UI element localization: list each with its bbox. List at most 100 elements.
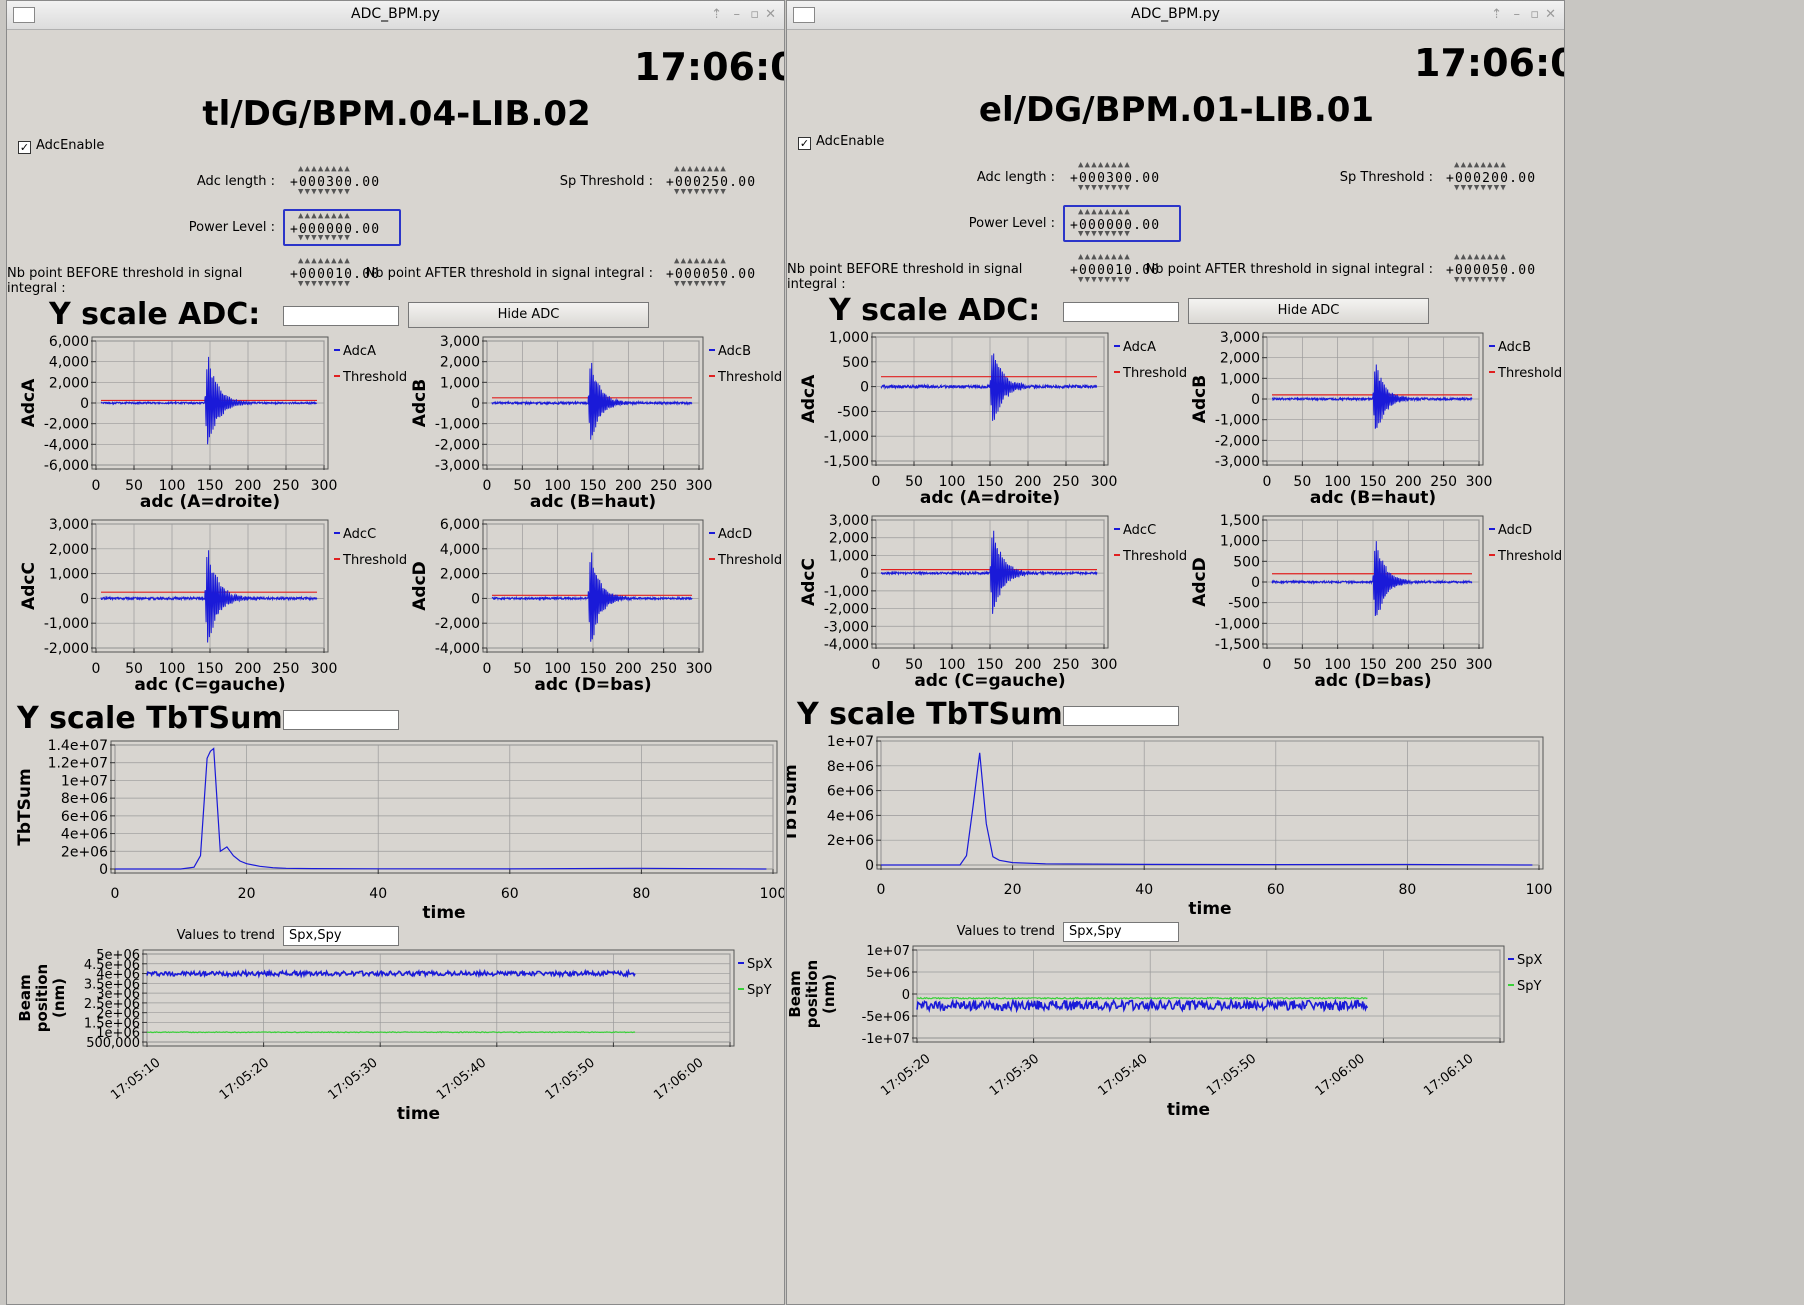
minimize-icon[interactable]: – bbox=[1513, 7, 1521, 22]
x-axis-label: adc (A=droite) bbox=[140, 492, 280, 512]
shade-icon[interactable]: ⇡ bbox=[1491, 7, 1502, 22]
x-tick-label: 200 bbox=[1015, 657, 1042, 673]
y-tick-label: 0 bbox=[865, 858, 874, 874]
x-tick-label: 200 bbox=[235, 661, 262, 677]
adc-length-spinbox[interactable]: ▲▲▲▲▲▲▲▲ +000300.00 ▼▼▼▼▼▼▼▼ bbox=[290, 164, 381, 197]
close-icon[interactable]: ✕ bbox=[765, 7, 776, 22]
power-level-spinbox[interactable]: ▲▲▲▲▲▲▲▲ +000000.00 ▼▼▼▼▼▼▼▼ bbox=[283, 209, 401, 246]
x-tick-label: 40 bbox=[1135, 882, 1153, 898]
maximize-icon[interactable]: ▫ bbox=[750, 7, 759, 22]
adc-enable-checkbox[interactable]: ✓ AdcEnable bbox=[798, 134, 885, 150]
legend-label: SpY bbox=[1517, 979, 1542, 994]
signal-series bbox=[491, 362, 693, 440]
y-scale-adc-label: Y scale ADC: bbox=[829, 293, 1041, 328]
y-scale-adc-input[interactable] bbox=[283, 306, 399, 326]
power-level-spinbox[interactable]: ▲▲▲▲▲▲▲▲ +000000.00 ▼▼▼▼▼▼▼▼ bbox=[1063, 205, 1181, 242]
x-tick-label: 0 bbox=[872, 657, 881, 673]
x-tick-label: 150 bbox=[197, 478, 224, 494]
window-menu-icon[interactable] bbox=[793, 7, 815, 23]
adc-length-spinbox[interactable]: ▲▲▲▲▲▲▲▲ +000300.00 ▼▼▼▼▼▼▼▼ bbox=[1070, 160, 1161, 193]
plot-frame bbox=[110, 740, 778, 874]
y-tick-label: -3,000 bbox=[1215, 454, 1260, 470]
x-tick-label: 17:05:50 bbox=[543, 1055, 598, 1103]
sp-threshold-spinbox[interactable]: ▲▲▲▲▲▲▲▲ +000250.00 ▼▼▼▼▼▼▼▼ bbox=[666, 164, 757, 197]
y-tick-label: -3,000 bbox=[435, 458, 480, 474]
y-tick-label: -5e+06 bbox=[862, 1010, 910, 1025]
signal-series bbox=[491, 552, 693, 642]
values-to-trend-input[interactable]: Spx,Spy bbox=[283, 926, 399, 946]
x-tick-label: 50 bbox=[513, 478, 531, 494]
title-bar[interactable]: ADC_BPM.py ⇡ – ▫ ✕ bbox=[787, 1, 1564, 30]
y-tick-label: 4e+06 bbox=[61, 827, 108, 843]
y-scale-tbtsum-input[interactable] bbox=[1063, 706, 1179, 726]
adc-length-label: Adc length : bbox=[196, 174, 275, 189]
y-axis-label: position bbox=[803, 960, 821, 1028]
sp-threshold-spinbox[interactable]: ▲▲▲▲▲▲▲▲ +000200.00 ▼▼▼▼▼▼▼▼ bbox=[1446, 160, 1537, 193]
hide-adc-button[interactable]: Hide ADC bbox=[1188, 298, 1429, 324]
x-tick-label: 150 bbox=[197, 661, 224, 677]
y-tick-label: 0 bbox=[99, 862, 108, 878]
y-tick-label: -1e+07 bbox=[862, 1032, 910, 1047]
y-tick-label: 3.5e+06 bbox=[84, 977, 140, 992]
y-axis-label: (nm) bbox=[50, 978, 68, 1018]
plot-frame bbox=[142, 949, 735, 1047]
y-tick-label: -500 bbox=[837, 404, 869, 420]
y-tick-label: 6e+06 bbox=[827, 784, 874, 800]
nb-before-spinbox[interactable]: ▲▲▲▲▲▲▲▲ +000010.00 ▼▼▼▼▼▼▼▼ bbox=[290, 256, 381, 289]
y-tick-label: -1,000 bbox=[435, 417, 480, 433]
x-tick-label: 17:05:50 bbox=[1204, 1051, 1259, 1099]
y-scale-tbtsum-input[interactable] bbox=[283, 710, 399, 730]
y-tick-label: -1,000 bbox=[1215, 413, 1260, 429]
y-tick-label: 3,000 bbox=[440, 334, 480, 350]
x-tick-label: 17:05:30 bbox=[987, 1051, 1042, 1099]
legend-label: AdcD bbox=[1498, 523, 1532, 538]
x-tick-label: 80 bbox=[632, 886, 650, 902]
legend-label: AdcC bbox=[1123, 523, 1156, 538]
y-tick-label: 4.5e+06 bbox=[84, 958, 140, 973]
x-tick-label: 100 bbox=[1324, 474, 1351, 490]
x-tick-label: 100 bbox=[544, 478, 571, 494]
legend-label: Threshold bbox=[717, 370, 782, 385]
hide-adc-button[interactable]: Hide ADC bbox=[408, 302, 649, 328]
adc-enable-checkbox[interactable]: ✓ AdcEnable bbox=[18, 138, 105, 154]
nb-before-spinbox[interactable]: ▲▲▲▲▲▲▲▲ +000010.00 ▼▼▼▼▼▼▼▼ bbox=[1070, 252, 1161, 285]
x-tick-label: 50 bbox=[125, 661, 143, 677]
x-tick-label: 200 bbox=[615, 478, 642, 494]
x-tick-label: 200 bbox=[615, 661, 642, 677]
x-axis-label: time bbox=[422, 903, 465, 923]
y-tick-label: -4,000 bbox=[824, 637, 869, 653]
trend-series-spy bbox=[916, 996, 1368, 1000]
y-tick-label: 5e+06 bbox=[866, 966, 910, 981]
window-menu-icon[interactable] bbox=[13, 7, 35, 23]
maximize-icon[interactable]: ▫ bbox=[1530, 7, 1539, 22]
y-scale-adc-input[interactable] bbox=[1063, 302, 1179, 322]
x-tick-label: 50 bbox=[905, 474, 923, 490]
x-tick-label: 300 bbox=[686, 478, 713, 494]
values-to-trend-input[interactable]: Spx,Spy bbox=[1063, 922, 1179, 942]
x-tick-label: 100 bbox=[939, 474, 966, 490]
title-bar[interactable]: ADC_BPM.py ⇡ – ▫ ✕ bbox=[7, 1, 784, 30]
x-axis-label: adc (C=gauche) bbox=[134, 675, 285, 695]
x-tick-label: 300 bbox=[311, 661, 338, 677]
x-tick-label: 100 bbox=[939, 657, 966, 673]
nb-after-spinbox[interactable]: ▲▲▲▲▲▲▲▲ +000050.00 ▼▼▼▼▼▼▼▼ bbox=[666, 256, 757, 289]
x-tick-label: 200 bbox=[235, 478, 262, 494]
x-tick-label: 150 bbox=[977, 474, 1004, 490]
y-tick-label: -2,000 bbox=[1215, 433, 1260, 449]
minimize-icon[interactable]: – bbox=[733, 7, 741, 22]
x-tick-label: 300 bbox=[1466, 474, 1493, 490]
x-tick-label: 100 bbox=[159, 661, 186, 677]
y-tick-label: 2e+06 bbox=[827, 833, 874, 849]
x-tick-label: 100 bbox=[544, 661, 571, 677]
x-tick-label: 20 bbox=[238, 886, 256, 902]
x-tick-label: 300 bbox=[686, 661, 713, 677]
y-tick-label: 3,000 bbox=[1220, 330, 1260, 346]
y-tick-label: -4,000 bbox=[435, 641, 480, 657]
y-tick-label: 1.4e+07 bbox=[48, 738, 108, 754]
y-scale-tbtsum-label: Y scale TbTSum : bbox=[797, 697, 1086, 732]
nb-after-spinbox[interactable]: ▲▲▲▲▲▲▲▲ +000050.00 ▼▼▼▼▼▼▼▼ bbox=[1446, 252, 1537, 285]
close-icon[interactable]: ✕ bbox=[1545, 7, 1556, 22]
nb-before-label: Nb point BEFORE threshold in signal inte… bbox=[787, 262, 1023, 292]
shade-icon[interactable]: ⇡ bbox=[711, 7, 722, 22]
y-tick-label: 1e+06 bbox=[96, 1026, 140, 1041]
